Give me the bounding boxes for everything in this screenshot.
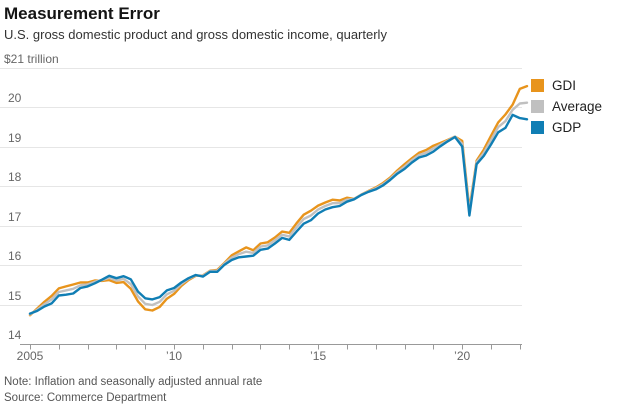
average-color-swatch-icon bbox=[531, 100, 544, 113]
gdi-color-swatch-icon bbox=[531, 79, 544, 92]
legend-item-gdi: GDI bbox=[531, 75, 602, 96]
legend-item-gdp: GDP bbox=[531, 117, 602, 138]
legend-item-average: Average bbox=[531, 96, 602, 117]
legend-label: Average bbox=[552, 99, 603, 114]
gdp-color-swatch-icon bbox=[531, 121, 544, 134]
chart-note: Note: Inflation and seasonally adjusted … bbox=[4, 376, 263, 388]
chart-legend: GDI Average GDP bbox=[531, 75, 602, 138]
chart-source: Source: Commerce Department bbox=[4, 392, 167, 404]
chart-subtitle: U.S. gross domestic product and gross do… bbox=[4, 27, 387, 42]
legend-label: GDI bbox=[552, 78, 577, 93]
chart-title: Measurement Error bbox=[4, 4, 160, 23]
legend-label: GDP bbox=[552, 120, 582, 135]
